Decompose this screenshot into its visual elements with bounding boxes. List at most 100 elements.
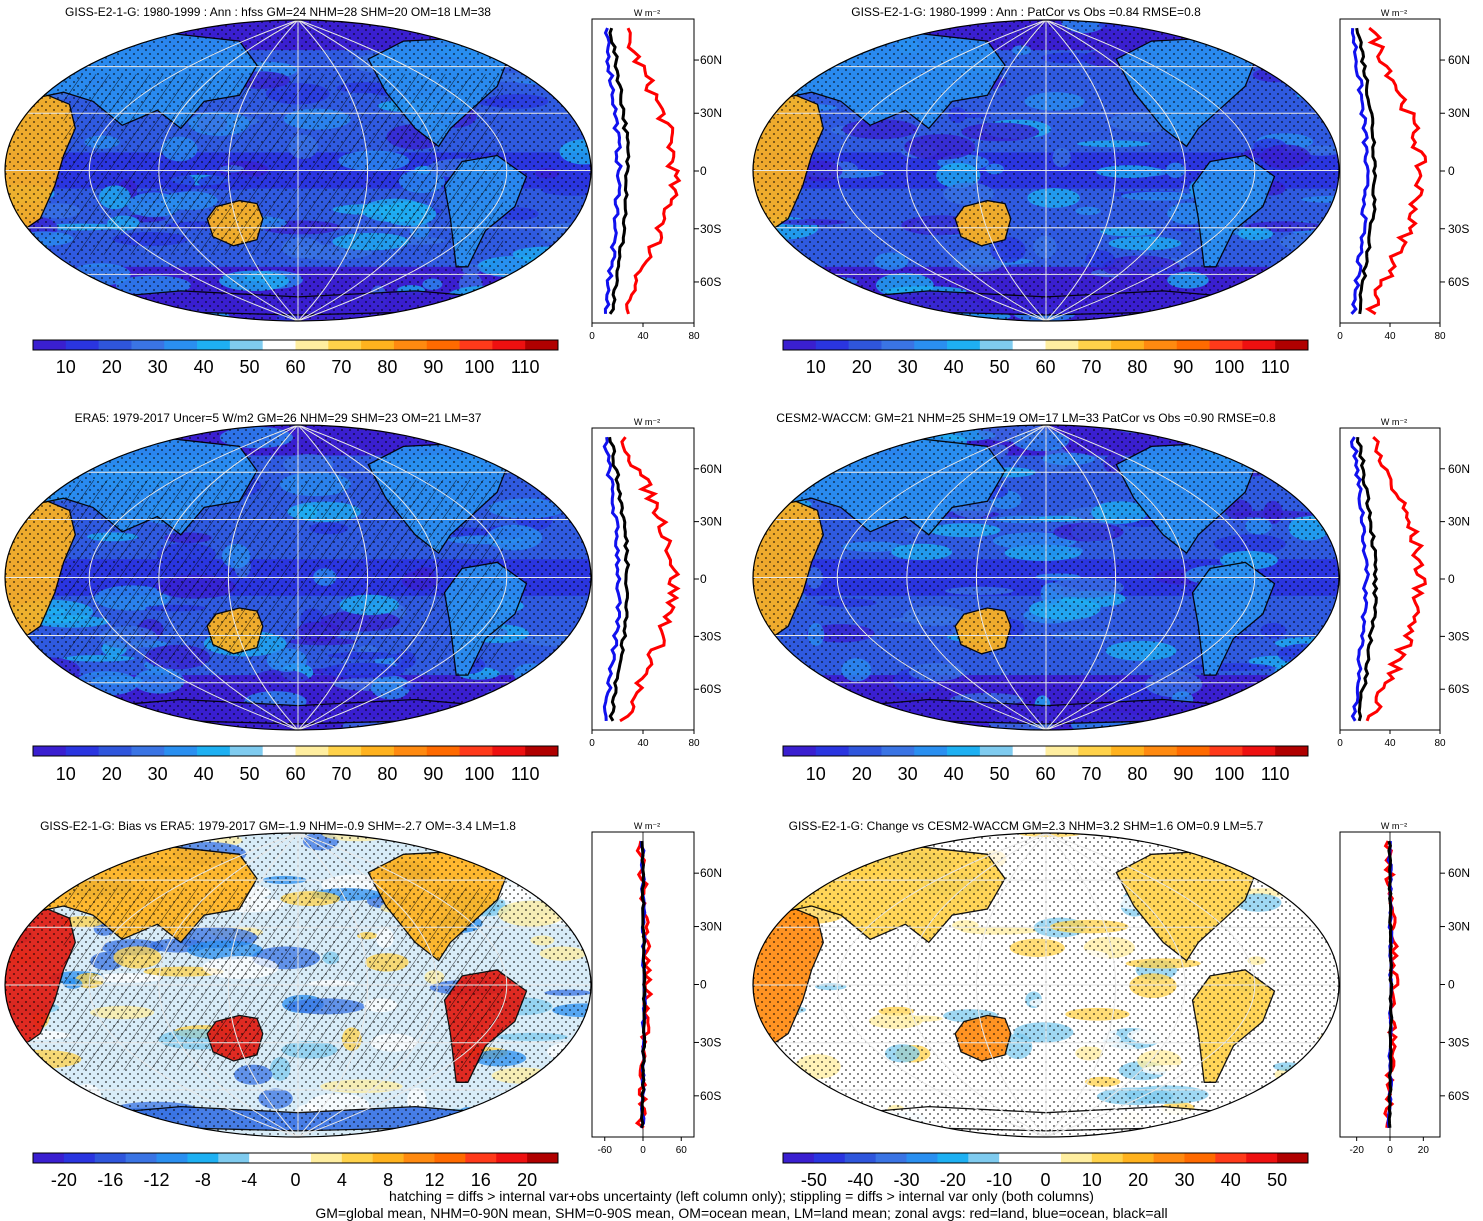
longitude-gridline (906, 833, 1047, 1137)
colorbar-tick-label: 110 (1261, 764, 1290, 784)
colorbar-tick-label: 50 (240, 357, 260, 377)
colorbar-swatch (426, 340, 460, 350)
field-blob (538, 252, 591, 270)
colorbar-tick-label: -16 (97, 1170, 123, 1190)
zonal-profile-p3: W m⁻² 60N 30N 0 30S 60S 0 40 80 (589, 417, 722, 749)
lat-tick-label: 30S (700, 1035, 721, 1049)
lat-tick-label: 60N (1448, 53, 1470, 67)
colorbar-swatch (881, 340, 915, 350)
colorbar-swatch (393, 746, 428, 756)
zonal-profile-p2: W m⁻² 60N 30N 0 30S 60S 0 40 80 (1337, 8, 1470, 342)
colorbar-p3: 10 20 30 40 50 60 70 80 90 100 110 (32, 745, 559, 784)
longitude-gridline (1045, 20, 1255, 321)
field-blob (1310, 266, 1339, 287)
panel-title: GISS-E2-1-G: 1980-1999 : Ann : hfss GM=2… (65, 5, 491, 19)
field-blob (1270, 849, 1302, 876)
colorbar-tick-label: 50 (990, 764, 1010, 784)
lat-tick-label: 60S (700, 275, 721, 289)
colorbar-swatch (63, 1153, 96, 1163)
field-blob (1256, 20, 1335, 32)
colorbar-tick-label: 10 (806, 764, 826, 784)
colorbar-swatch (492, 746, 526, 756)
colorbar-swatch (1091, 1153, 1124, 1163)
field-blob (1279, 285, 1300, 307)
colorbar-tick-label: 4 (337, 1170, 347, 1190)
field-blob (1246, 856, 1271, 864)
field-blob (1197, 833, 1279, 847)
lat-tick-label: 30S (1448, 222, 1469, 236)
ocean-profile-line (603, 27, 623, 314)
colorbar-tick-label: 110 (511, 357, 540, 377)
colorbar-tick-label: 0 (290, 1170, 300, 1190)
colorbar-swatch (262, 746, 296, 756)
colorbar-swatch (525, 746, 559, 756)
field-blob (801, 432, 831, 445)
field-blob (87, 34, 123, 53)
colorbar-tick-label: 90 (1173, 764, 1193, 784)
field-blob (537, 833, 591, 849)
colorbar-swatch (783, 340, 817, 350)
colorbar-p2: 10 20 30 40 50 60 70 80 90 100 110 (782, 339, 1309, 377)
panel-title: GISS-E2-1-G: Change vs CESM2-WACCM GM=2.… (789, 819, 1264, 833)
colorbar-swatch (1030, 1153, 1062, 1163)
colorbar-swatch (1078, 340, 1112, 350)
colorbar-tick-label: 90 (423, 764, 443, 784)
colorbar-swatch (1045, 746, 1079, 756)
lat-tick-label: 60S (1448, 1089, 1469, 1103)
colorbar-swatch (156, 1153, 188, 1163)
colorbar-tick-label: 100 (1214, 764, 1244, 784)
colorbar-tick-label: 30 (148, 357, 168, 377)
hatching-overlay (63, 74, 504, 255)
longitude-gridline (1045, 833, 1255, 1137)
lat-tick-label: 0 (1448, 164, 1455, 178)
field-blob (1313, 658, 1332, 666)
colorbar-swatch (1242, 340, 1276, 350)
colorbar-swatch (229, 340, 264, 350)
ocean-profile-line (1350, 28, 1370, 315)
panel-title: GISS-E2-1-G: Bias vs ERA5: 1979-2017 GM=… (40, 819, 516, 833)
map-border (4, 19, 592, 322)
colorbar-swatch (341, 1153, 374, 1163)
colorbar-tick-label: 20 (1128, 1170, 1148, 1190)
field-blob (753, 20, 793, 46)
x-tick-label: 0 (1387, 1145, 1393, 1156)
lat-tick-label: 0 (700, 978, 707, 992)
colorbar-swatch (914, 746, 948, 756)
longitude-gridline (297, 20, 369, 321)
colorbar-swatch (1209, 746, 1243, 756)
field-blob (1207, 698, 1292, 717)
colorbar-tick-label: 60 (1035, 764, 1055, 784)
field-blob (5, 861, 28, 875)
colorbar-swatch (968, 1153, 1000, 1163)
longitude-gridline (1045, 425, 1186, 730)
colorbar-tick-label: 20 (102, 764, 122, 784)
units-label: W m⁻² (1381, 417, 1407, 427)
field-blob (1180, 833, 1243, 841)
x-tick-label: 40 (637, 331, 649, 342)
colorbar-tick-label: 70 (1081, 764, 1101, 784)
colorbar-tick-label: 70 (331, 764, 351, 784)
x-tick-label: 80 (1434, 738, 1446, 749)
colorbar-tick-label: 90 (1173, 357, 1193, 377)
lat-tick-label: 0 (1448, 978, 1455, 992)
field-blob (1143, 833, 1197, 841)
lat-tick-label: 30N (1448, 920, 1470, 934)
field-blob (757, 438, 792, 453)
x-tick-label: 20 (1418, 1145, 1430, 1156)
field-blob (911, 720, 943, 730)
colorbar-swatch (328, 340, 362, 350)
field-blob (753, 706, 779, 715)
colorbar-tick-label: 70 (1081, 357, 1101, 377)
field-blob (517, 1083, 562, 1095)
longitude-gridline (297, 833, 438, 1137)
colorbar-swatch (393, 340, 428, 350)
colorbar-tick-label: 10 (1082, 1170, 1102, 1190)
panel-title: CESM2-WACCM: GM=21 NHM=25 SHM=19 OM=17 L… (776, 411, 1276, 425)
colorbar-swatch (815, 746, 850, 756)
field-blob (1212, 29, 1271, 53)
lat-tick-label: 60N (700, 866, 722, 880)
field-blob (753, 1044, 774, 1069)
lat-tick-label: 60N (700, 462, 722, 476)
colorbar-frame (32, 745, 559, 757)
land-profile-line (625, 27, 682, 315)
